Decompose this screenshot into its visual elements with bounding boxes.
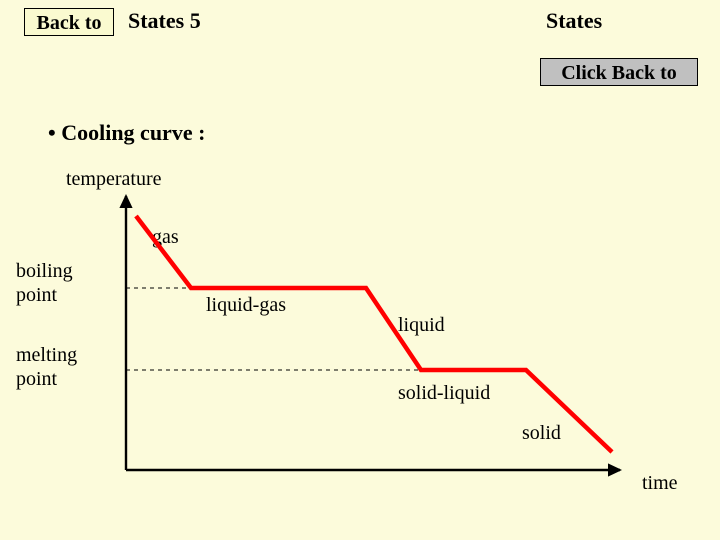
- cooling-curve-chart: [66, 170, 696, 510]
- title-states-5: States 5: [128, 8, 201, 34]
- back-button-label: Back to: [37, 12, 102, 34]
- back-button[interactable]: Back to: [24, 8, 114, 36]
- bullet-cooling-curve: • Cooling curve :: [48, 120, 205, 146]
- label-point-2: point: [16, 368, 57, 391]
- click-back-button-label: Click Back to: [561, 62, 677, 84]
- click-back-button[interactable]: Click Back to: [540, 58, 698, 86]
- title-states: States: [546, 8, 602, 34]
- label-boiling: boiling: [16, 260, 73, 283]
- slide-root: Back to Click Back to States 5 States • …: [0, 0, 720, 540]
- label-point-1: point: [16, 284, 57, 307]
